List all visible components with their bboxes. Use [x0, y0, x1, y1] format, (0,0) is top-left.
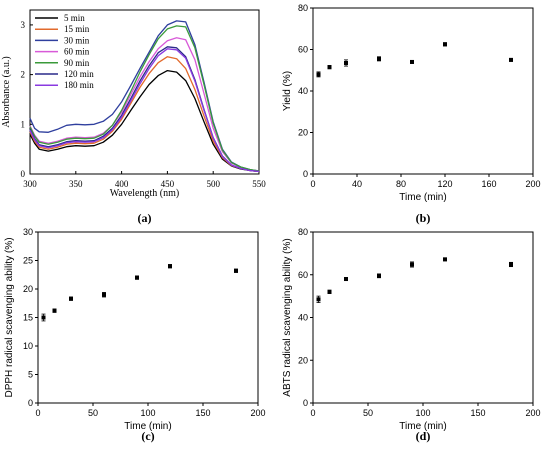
- y-tick-label: 20: [298, 128, 308, 138]
- plot-frame: [37, 231, 259, 404]
- data-point: [443, 257, 447, 262]
- legend-label: 90 min: [64, 58, 90, 68]
- data-point: [443, 42, 447, 47]
- y-tick-label: 15: [23, 313, 33, 323]
- x-tick-label: 200: [250, 408, 265, 418]
- x-tick-label: 150: [470, 408, 485, 418]
- data-point: [168, 264, 172, 269]
- legend-label: 30 min: [64, 35, 90, 45]
- y-tick-label: 0: [303, 398, 308, 408]
- data-point: [509, 262, 513, 267]
- x-tick-label: 50: [363, 408, 373, 418]
- x-tick-label: 500: [206, 179, 220, 189]
- x-tick-label: 80: [396, 179, 406, 189]
- x-tick-label: 120: [437, 179, 452, 189]
- y-tick-label: 2: [21, 70, 26, 80]
- x-tick-label: 550: [252, 179, 266, 189]
- x-tick-label: 50: [88, 408, 98, 418]
- y-tick-label: 3: [21, 20, 26, 30]
- x-tick-label: 200: [525, 408, 540, 418]
- y-axis-label: Absorbance (a.u.): [1, 56, 12, 127]
- x-tick-label: 40: [352, 179, 362, 189]
- x-tick-label: 0: [310, 408, 315, 418]
- y-tick-label: 30: [23, 227, 33, 237]
- data-point: [135, 275, 139, 280]
- data-point: [377, 273, 381, 278]
- plot-frame: [312, 7, 534, 175]
- data-point: [509, 57, 513, 62]
- x-tick-label: 0: [310, 179, 315, 189]
- x-tick-label: 300: [23, 179, 37, 189]
- y-tick-label: 0: [303, 169, 308, 179]
- panel-label: (d): [416, 429, 431, 443]
- panel-label: (a): [138, 211, 152, 225]
- plot-frame: [29, 9, 260, 175]
- data-point: [327, 65, 332, 70]
- y-axis-label: DPPH radical scavenging ability (%): [4, 237, 15, 397]
- x-axis-label: Time (min): [124, 421, 171, 432]
- y-tick-label: 80: [298, 227, 308, 237]
- series-line-180-min: [29, 48, 260, 173]
- x-axis-label: Wavelength (nm): [110, 188, 179, 199]
- x-tick-label: 450: [161, 179, 175, 189]
- chart-panel-3: 0 50 100 150 200 0 20 40 60 80 Time (min) ABTS radi…: [282, 227, 541, 443]
- y-tick-label: 20: [298, 355, 308, 365]
- data-point: [69, 296, 73, 301]
- y-tick-label: 20: [23, 284, 33, 294]
- y-tick-label: 40: [298, 313, 308, 323]
- y-tick-label: 0: [21, 169, 26, 179]
- series-line-90-min: [29, 25, 260, 172]
- x-tick-label: 400: [115, 179, 129, 189]
- y-tick-label: 1: [21, 119, 26, 129]
- chart-panel-0: 300 350 400 450 500 550 0 1 2 3 Wavelength (nm) Abs…: [1, 9, 266, 225]
- y-tick-label: 10: [23, 341, 33, 351]
- panel-label: (b): [416, 211, 431, 225]
- data-point: [41, 315, 46, 320]
- data-point: [344, 277, 348, 282]
- data-point: [377, 56, 381, 61]
- x-tick-label: 200: [525, 179, 540, 189]
- legend-label: 180 min: [64, 80, 94, 90]
- legend-label: 120 min: [64, 69, 94, 79]
- y-tick-label: 60: [298, 45, 308, 55]
- y-tick-label: 25: [23, 256, 33, 266]
- y-tick-label: 5: [28, 370, 33, 380]
- panel-label: (c): [141, 429, 154, 443]
- series-line-5-min: [29, 69, 260, 173]
- x-axis-label: Time (min): [399, 192, 446, 203]
- x-tick-label: 0: [35, 408, 40, 418]
- series-line-60-min: [29, 37, 260, 172]
- x-tick-label: 100: [415, 408, 430, 418]
- data-point: [234, 268, 238, 273]
- x-tick-label: 350: [69, 179, 83, 189]
- y-tick-label: 40: [298, 86, 308, 96]
- legend-label: 5 min: [64, 13, 85, 23]
- legend-label: 60 min: [64, 47, 90, 57]
- legend-label: 15 min: [64, 24, 90, 34]
- series-line-15-min: [29, 56, 260, 173]
- data-point: [410, 262, 414, 267]
- x-axis-label: Time (min): [399, 421, 446, 432]
- data-point: [102, 292, 106, 297]
- data-point: [52, 308, 57, 313]
- y-axis-label: ABTS radical scavenging ability (%): [282, 238, 293, 396]
- plot-frame: [312, 231, 534, 404]
- data-point: [316, 72, 321, 77]
- y-tick-label: 80: [298, 3, 308, 13]
- data-point: [344, 60, 348, 65]
- y-tick-label: 0: [28, 398, 33, 408]
- x-tick-label: 100: [140, 408, 155, 418]
- x-tick-label: 160: [481, 179, 496, 189]
- data-point: [410, 59, 414, 64]
- y-axis-label: Yield (%): [282, 71, 293, 111]
- y-tick-label: 60: [298, 270, 308, 280]
- data-point: [327, 289, 332, 294]
- x-tick-label: 150: [195, 408, 210, 418]
- chart-panel-2: 0 50 100 150 200 0 5 10 15 20 25 30 Time (min) DPPH r…: [4, 227, 266, 443]
- data-point: [316, 297, 321, 302]
- chart-panel-1: 0 40 80 120 160 200 0 20 40 60 80 Time (min) Yield (…: [282, 3, 541, 225]
